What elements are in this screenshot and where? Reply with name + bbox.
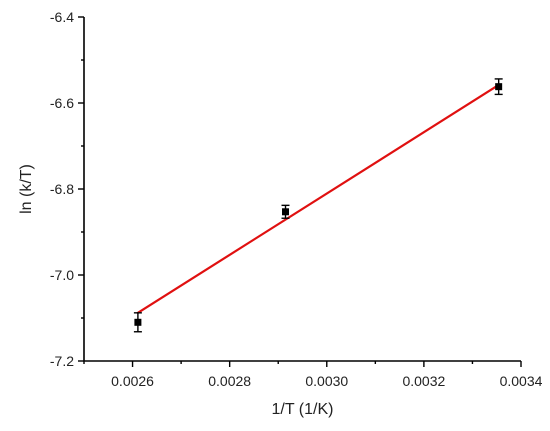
y-tick-label: -7.2 (50, 353, 74, 369)
data-point (281, 204, 290, 219)
y-tick-label: -7.0 (50, 267, 74, 283)
x-tick-label: 0.0030 (305, 373, 348, 389)
data-point (494, 78, 503, 96)
x-tick-label: 0.0026 (111, 373, 154, 389)
y-tick-label: -6.4 (50, 9, 74, 25)
fit-line-group (136, 83, 500, 314)
y-tick-label: -6.8 (50, 181, 74, 197)
data-marker (134, 318, 142, 326)
y-tick-label: -6.6 (50, 95, 74, 111)
axes-frame (83, 17, 521, 362)
fit-line (136, 83, 500, 314)
x-tick-label: 0.0034 (500, 373, 543, 389)
plot-area (83, 17, 521, 362)
y-axis: -6.4 -6.6 -6.8 -7.0 -7.2 (50, 9, 84, 369)
data-marker (282, 208, 290, 216)
data-marker (495, 83, 503, 91)
x-tick-label: 0.0032 (402, 373, 445, 389)
data-point (133, 312, 142, 333)
x-axis: 0.0026 0.0028 0.0030 0.0032 0.0034 (83, 361, 543, 389)
y-axis-label: ln (k/T) (18, 164, 35, 214)
data-points (133, 78, 503, 333)
x-tick-label: 0.0028 (208, 373, 251, 389)
x-axis-label: 1/T (1/K) (272, 401, 334, 418)
